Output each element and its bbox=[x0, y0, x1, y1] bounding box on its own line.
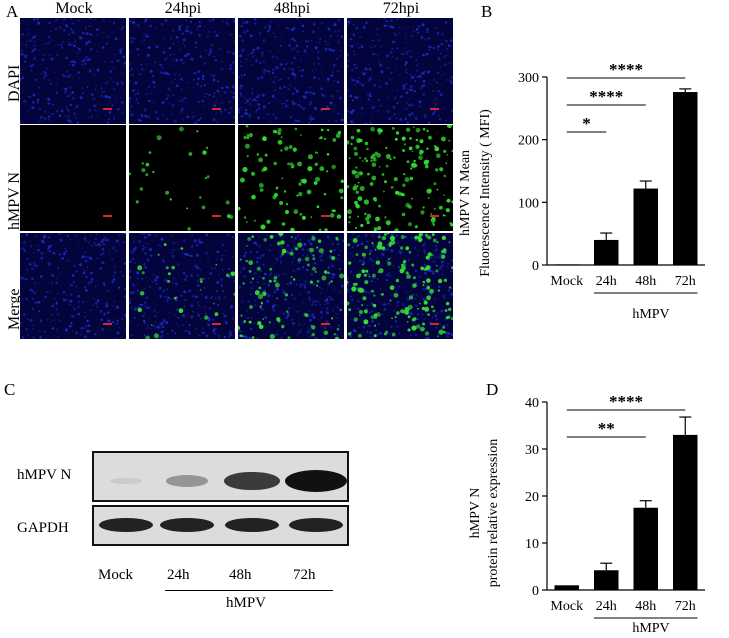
chart-d-ylabel-line2: protein relative expression bbox=[486, 439, 501, 588]
scale-bar bbox=[103, 108, 112, 110]
chart-b-ytick-label: 0 bbox=[532, 259, 539, 274]
wb-group-label: hMPV bbox=[226, 595, 267, 611]
wb-lane-label-72h: 72h bbox=[293, 567, 316, 583]
band-hmpv-n-mock bbox=[110, 477, 142, 485]
wb-lane-label-mock: Mock bbox=[98, 567, 133, 583]
column-header-72hpi: 72hpi bbox=[382, 0, 420, 17]
band-hmpv-n-48h bbox=[224, 471, 280, 491]
column-header-mock: Mock bbox=[55, 0, 93, 17]
wb-lane-label-48h: 48h bbox=[229, 567, 252, 583]
scale-bar bbox=[321, 215, 330, 217]
wb-row-label-hmpv-n: hMPV N bbox=[17, 467, 72, 483]
band-gapdh-mock bbox=[99, 518, 153, 532]
chart-d-sig-label: ** bbox=[598, 419, 615, 438]
micrograph-dapi-72hpi bbox=[347, 18, 453, 124]
band-gapdh-72h bbox=[289, 518, 343, 532]
chart-d-bar-48h bbox=[633, 507, 658, 590]
chart-d-bar-mock bbox=[554, 585, 579, 590]
chart-d-ytick-label: 10 bbox=[525, 537, 539, 552]
micrograph-merge-24hpi bbox=[129, 233, 235, 339]
blot-gapdh bbox=[92, 505, 349, 546]
chart-b-sig-label: **** bbox=[589, 87, 623, 106]
chart-d-ytick-label: 40 bbox=[525, 396, 539, 411]
chart-b-ytick-label: 100 bbox=[518, 196, 539, 211]
wb-row-label-gapdh: GAPDH bbox=[17, 520, 69, 536]
scale-bar bbox=[321, 323, 330, 325]
column-header-24hpi: 24hpi bbox=[164, 0, 202, 17]
chart-d-ylabel-line1: hMPV N bbox=[468, 488, 483, 539]
chart-b-xtick-label: 48h bbox=[635, 274, 656, 289]
micrograph-hmpv-n-24hpi bbox=[129, 125, 235, 231]
micrograph-hmpv-n-48hpi bbox=[238, 125, 344, 231]
micrograph-hmpv-n-72hpi bbox=[347, 125, 453, 231]
chart-d-xtick-label: 72h bbox=[675, 599, 696, 614]
chart-b-ylabel-line2: Fluorescence Intensity ( MFI) bbox=[478, 109, 493, 277]
scale-bar bbox=[430, 323, 439, 325]
scale-bar bbox=[430, 215, 439, 217]
chart-b-ytick-label: 200 bbox=[518, 134, 539, 149]
band-gapdh-24h bbox=[160, 518, 214, 532]
panel-letter-d: D bbox=[486, 380, 499, 399]
scale-bar bbox=[212, 108, 221, 110]
micrograph-merge-mock bbox=[20, 233, 126, 339]
chart-b-bar-72h bbox=[673, 92, 698, 265]
panel-letter-b: B bbox=[481, 2, 493, 21]
chart-b-bar-mock bbox=[554, 264, 579, 266]
scale-bar bbox=[321, 108, 330, 110]
chart-b-group-label: hMPV bbox=[632, 307, 669, 322]
blot-hmpv-n bbox=[92, 451, 349, 502]
chart-d-group-label: hMPV bbox=[632, 621, 669, 635]
chart-d-xtick-label: 24h bbox=[596, 599, 617, 614]
band-gapdh-48h bbox=[225, 518, 279, 532]
scale-bar bbox=[212, 215, 221, 217]
chart-d-bar-72h bbox=[673, 434, 698, 590]
micrograph-hmpv-n-mock bbox=[20, 125, 126, 231]
chart-d-ytick-label: 30 bbox=[525, 443, 539, 458]
band-hmpv-n-24h bbox=[166, 475, 208, 487]
micrograph-dapi-24hpi bbox=[129, 18, 235, 124]
chart-d-ytick-label: 0 bbox=[532, 584, 539, 599]
chart-b-xtick-label: 72h bbox=[675, 274, 696, 289]
chart-b-sig-label: **** bbox=[609, 60, 643, 79]
panel-letter-a: A bbox=[6, 2, 19, 21]
chart-d-xtick-label: 48h bbox=[635, 599, 656, 614]
chart-b-ylabel-line1: hMPV N Mean bbox=[458, 150, 473, 236]
band-hmpv-n-72h bbox=[285, 470, 347, 492]
wb-lane-label-24h: 24h bbox=[167, 567, 190, 583]
chart-b-sig-label: * bbox=[582, 114, 591, 133]
scale-bar bbox=[103, 215, 112, 217]
micrograph-merge-48hpi bbox=[238, 233, 344, 339]
wb-group-underline bbox=[165, 590, 333, 591]
column-header-48hpi: 48hpi bbox=[273, 0, 311, 17]
chart-d-ytick-label: 20 bbox=[525, 490, 539, 505]
panel-letter-c: C bbox=[4, 380, 16, 399]
chart-b: hMPV N Mean Fluorescence Intensity ( MFI… bbox=[458, 60, 705, 322]
micrograph-dapi-48hpi bbox=[238, 18, 344, 124]
scale-bar bbox=[430, 108, 439, 110]
chart-d-sig-label: **** bbox=[609, 392, 643, 411]
chart-d-bar-24h bbox=[594, 570, 619, 590]
chart-b-xtick-label: Mock bbox=[550, 274, 583, 289]
scale-bar bbox=[103, 323, 112, 325]
micrograph-dapi-mock bbox=[20, 18, 126, 124]
chart-b-bar-24h bbox=[594, 239, 619, 265]
scale-bar bbox=[212, 323, 221, 325]
chart-b-bar-48h bbox=[633, 188, 658, 265]
micrograph-merge-72hpi bbox=[347, 233, 453, 339]
chart-d: hMPV N protein relative expression hMPV … bbox=[468, 392, 705, 635]
chart-b-xtick-label: 24h bbox=[596, 274, 617, 289]
chart-b-ytick-label: 300 bbox=[518, 71, 539, 86]
chart-d-xtick-label: Mock bbox=[550, 599, 583, 614]
